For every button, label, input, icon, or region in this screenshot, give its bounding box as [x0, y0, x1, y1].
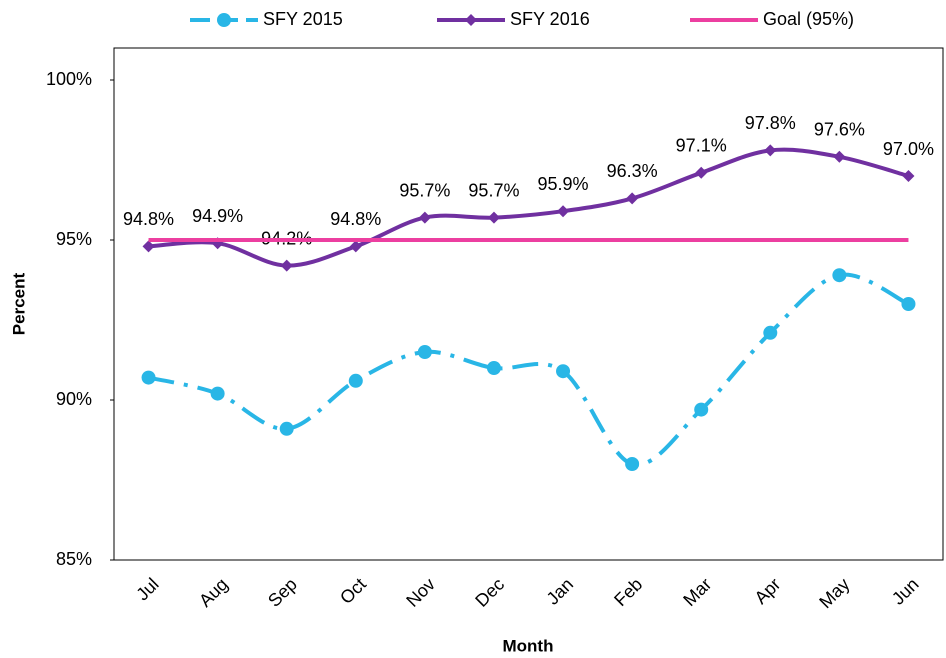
data-point	[902, 170, 915, 182]
x-axis-title: Month	[503, 636, 554, 655]
data-point	[349, 240, 362, 253]
x-tick-label: Dec	[471, 574, 508, 611]
x-tick-label: Feb	[610, 574, 646, 610]
data-label: 97.6%	[814, 120, 865, 140]
y-tick-label: 90%	[56, 389, 92, 409]
data-point	[348, 373, 363, 388]
data-point	[279, 421, 294, 436]
x-tick-label: Sep	[264, 574, 301, 611]
data-point	[625, 457, 640, 471]
data-point	[142, 240, 155, 253]
series-line	[148, 272, 910, 467]
plot-area	[113, 47, 944, 561]
data-point	[210, 386, 225, 401]
legend-label: SFY 2015	[263, 9, 343, 29]
data-label: 94.9%	[192, 206, 243, 226]
data-label: 95.9%	[538, 174, 589, 194]
data-point	[556, 364, 571, 379]
legend-marker	[465, 14, 477, 26]
data-label: 97.8%	[745, 113, 796, 133]
data-point	[141, 370, 156, 385]
data-point	[280, 259, 293, 272]
x-tick-label: Aug	[195, 574, 232, 611]
data-point	[763, 325, 778, 340]
data-label: 96.3%	[607, 161, 658, 181]
data-point	[833, 150, 846, 163]
data-label: 97.0%	[883, 139, 934, 159]
data-point	[557, 205, 570, 218]
x-tick-label: Jul	[132, 574, 162, 604]
data-point	[626, 192, 639, 205]
data-label: 95.7%	[468, 180, 519, 200]
data-label: 94.8%	[330, 209, 381, 229]
x-tick-label: Jun	[888, 574, 923, 609]
x-tick-label: May	[815, 574, 853, 612]
data-point	[832, 268, 847, 283]
y-tick-label: 85%	[56, 549, 92, 569]
y-tick-label: 100%	[46, 69, 92, 89]
data-point	[487, 211, 500, 224]
data-label: 97.1%	[676, 136, 727, 156]
y-axis-title: Percent	[9, 272, 28, 335]
data-point	[901, 297, 916, 311]
series-line	[148, 147, 909, 268]
x-tick-label: Jan	[543, 574, 578, 609]
x-tick-label: Apr	[751, 574, 785, 608]
y-tick-label: 95%	[56, 229, 92, 249]
data-point	[694, 402, 709, 417]
legend-marker	[217, 13, 231, 27]
data-point	[695, 166, 708, 179]
x-tick-label: Mar	[679, 574, 715, 610]
data-label: 95.7%	[399, 180, 450, 200]
data-label: 94.8%	[123, 209, 174, 229]
data-point	[417, 345, 432, 359]
legend-label: Goal (95%)	[763, 9, 854, 29]
data-point	[486, 361, 501, 375]
data-point	[418, 211, 431, 224]
data-point	[764, 144, 777, 157]
x-tick-label: Oct	[336, 574, 370, 608]
legend-label: SFY 2016	[510, 9, 590, 29]
x-tick-label: Nov	[402, 574, 439, 611]
